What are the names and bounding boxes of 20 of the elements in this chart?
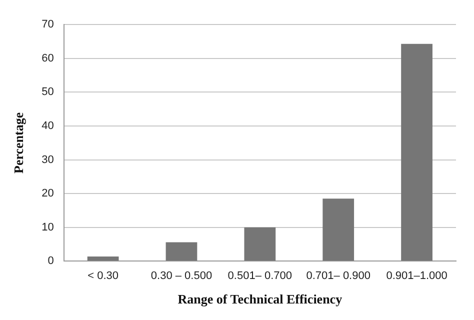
y-tick-label: 40 [42, 120, 54, 132]
bar [401, 44, 432, 261]
x-tick-label: 0.501– 0.700 [228, 270, 292, 282]
bar [244, 227, 276, 261]
y-tick-label: 70 [42, 18, 54, 31]
y-tick-label: 50 [42, 86, 54, 98]
bar [87, 256, 119, 261]
x-axis-title: Range of Technical Efficiency [178, 292, 343, 307]
y-tick-label: 20 [42, 188, 54, 200]
y-tick-label: 30 [42, 154, 54, 166]
y-tick-label: 10 [42, 221, 54, 234]
bar [322, 198, 354, 261]
y-axis-title: Percentage [11, 112, 26, 174]
y-tick-label: 60 [42, 52, 54, 64]
x-tick-label: 0.701– 0.900 [306, 270, 370, 282]
x-tick-label: 0.30 – 0.500 [150, 270, 212, 282]
x-tick-label: < 0.30 [88, 270, 118, 282]
x-tick-label: 0.901–1.000 [386, 270, 448, 282]
bar [166, 242, 198, 261]
y-tick-label: 0 [48, 255, 54, 268]
